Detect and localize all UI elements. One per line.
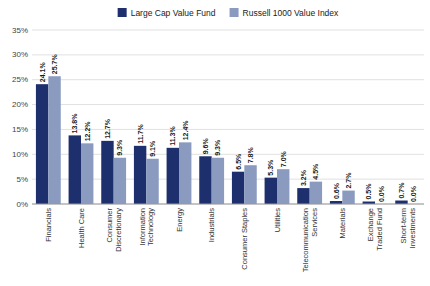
y-tick-label: 25%: [12, 75, 28, 84]
bar: [81, 143, 93, 204]
data-label: 13.8%: [71, 113, 78, 134]
grid-line: [32, 104, 424, 105]
legend-swatch: [230, 8, 239, 17]
grid-line: [32, 129, 424, 130]
bar: [69, 135, 81, 204]
bar: [265, 178, 277, 204]
legend: Large Cap Value Fund Russell 1000 Value I…: [118, 8, 339, 18]
x-tick-label: Materials: [338, 208, 347, 239]
data-label: 24.1%: [39, 62, 46, 83]
grid: [32, 30, 424, 204]
data-label: 5.3%: [267, 159, 274, 176]
grid-line: [32, 79, 424, 80]
legend-label: Russell 1000 Value Index: [243, 8, 340, 18]
y-tick-label: 20%: [12, 100, 28, 109]
bar: [342, 191, 354, 204]
data-label: 4.5%: [312, 163, 319, 180]
data-label: 0.0%: [410, 185, 417, 202]
x-tick-label: TelecommunicationServices: [301, 208, 319, 272]
bars: [36, 76, 408, 204]
x-tick-label: ConsumerDiscretionary: [105, 208, 123, 252]
chart: 0% 5% 10% 15% 20% 25% 30% 35% 24.1% 13.8% 12.7% 11.…: [0, 0, 430, 286]
y-tick-label: 35%: [12, 26, 28, 35]
data-label: 0.0%: [378, 185, 385, 202]
y-tick-label: 0%: [16, 200, 28, 209]
x-tick-label: Health Care: [77, 208, 86, 248]
x-tick-label: Short-termInvestments: [399, 208, 417, 249]
bar: [297, 188, 309, 204]
data-label: 0.6%: [333, 182, 340, 199]
y-tick-label: 5%: [16, 175, 28, 184]
bar: [101, 141, 113, 204]
data-label: 9.6%: [202, 138, 209, 155]
data-label: 7.0%: [280, 150, 287, 167]
bar: [134, 146, 146, 204]
data-label: 12.2%: [84, 121, 91, 142]
x-tick-label: Energy: [175, 208, 184, 232]
data-label: 9.3%: [116, 139, 123, 156]
data-label: 25.7%: [51, 54, 58, 75]
data-label: 9.1%: [149, 140, 156, 157]
legend-item: Russell 1000 Value Index: [230, 8, 340, 18]
bar: [114, 158, 126, 204]
bar: [310, 182, 322, 204]
y-tick-label: 10%: [12, 150, 28, 159]
x-tick-label: Industrials: [207, 208, 216, 242]
bar: [244, 165, 256, 204]
data-label: 12.7%: [104, 118, 111, 139]
data-label: 6.5%: [235, 153, 242, 170]
legend-label: Large Cap Value Fund: [131, 8, 216, 18]
bar: [167, 148, 179, 204]
bar: [212, 158, 224, 204]
bar: [146, 159, 158, 204]
data-label: 12.4%: [182, 120, 189, 141]
x-tick-label: Consumer Staples: [240, 208, 249, 270]
data-labels: 24.1% 13.8% 12.7% 11.7% 11.3% 9.6% 6.5% 5.3% 3.2…: [39, 54, 418, 202]
data-label: 11.7%: [137, 124, 144, 144]
data-label: 11.3%: [169, 126, 176, 146]
y-tick-label: 30%: [12, 50, 28, 59]
bar: [179, 142, 191, 204]
bar: [36, 84, 48, 204]
grid-line: [32, 204, 424, 205]
data-label: 2.7%: [345, 172, 352, 189]
x-tick-label: ExchangeTraded Fund: [366, 208, 384, 251]
data-label: 0.7%: [398, 182, 405, 199]
bar: [277, 169, 289, 204]
bar: [48, 76, 60, 204]
legend-item: Large Cap Value Fund: [118, 8, 216, 18]
data-label: 7.8%: [247, 146, 254, 163]
legend-swatch: [118, 8, 127, 17]
bar: [395, 201, 407, 204]
x-tick-label: Utilities: [273, 208, 282, 232]
grid-line: [32, 30, 424, 31]
data-label: 0.5%: [365, 183, 372, 200]
grid-line: [32, 54, 424, 55]
x-tick-label: Financials: [44, 208, 53, 242]
bar: [199, 156, 211, 204]
bar: [232, 172, 244, 204]
y-tick-label: 15%: [12, 125, 28, 134]
x-tick-label: InformationTechnology: [138, 208, 156, 246]
x-axis-line: [32, 204, 424, 205]
data-label: 9.3%: [214, 139, 221, 156]
data-label: 3.2%: [300, 169, 307, 186]
